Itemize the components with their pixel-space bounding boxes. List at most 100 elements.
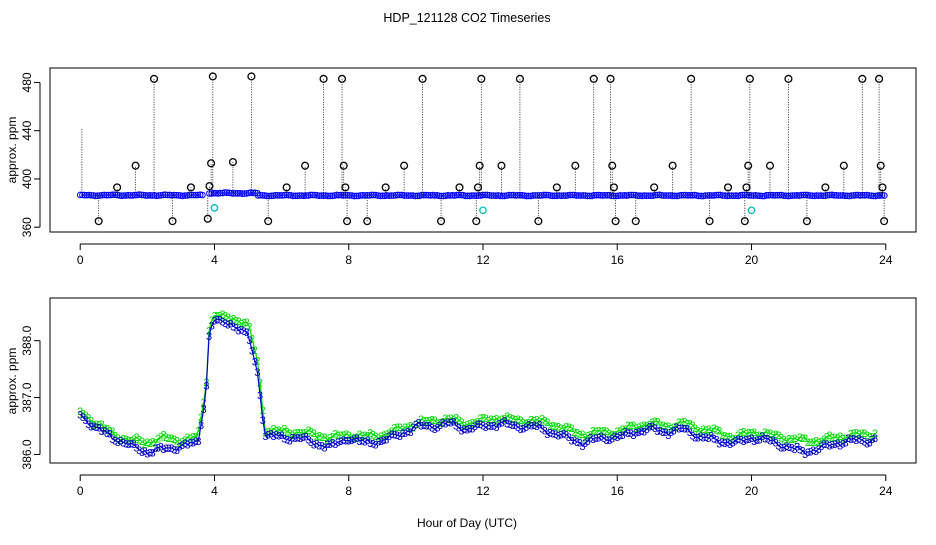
bottom-series-point-2: 2 bbox=[861, 428, 867, 440]
top-x-tick-label: 12 bbox=[476, 253, 490, 267]
bottom-series-point-3: 3 bbox=[480, 421, 486, 433]
top-baseline-point bbox=[320, 192, 327, 199]
bottom-series-point-3: 3 bbox=[324, 439, 330, 451]
bottom-series-point-3: 3 bbox=[356, 436, 362, 448]
top-baseline-point bbox=[756, 192, 764, 200]
bottom-series-point-3: 3 bbox=[775, 441, 781, 453]
top-baseline-point bbox=[647, 192, 655, 199]
bottom-series-point-2: 2 bbox=[598, 426, 604, 438]
bottom-series-point-2: 2 bbox=[660, 420, 666, 432]
bottom-series-point-2: 2 bbox=[305, 425, 311, 437]
bottom-series-point-2: 2 bbox=[472, 418, 478, 430]
bottom-series-point-3: 3 bbox=[340, 435, 346, 447]
bottom-series-point-2: 2 bbox=[864, 430, 870, 442]
bottom-series-point-3: 3 bbox=[797, 444, 803, 456]
bottom-series-point-3: 3 bbox=[789, 442, 795, 454]
bottom-series-point-2: 2 bbox=[139, 436, 145, 448]
bottom-series-point-3: 3 bbox=[252, 356, 258, 368]
top-spike-point bbox=[878, 183, 887, 192]
top-x-tick-label: 24 bbox=[879, 253, 893, 267]
bottom-series-point-3: 3 bbox=[458, 426, 464, 438]
top-baseline-point bbox=[603, 192, 611, 199]
bottom-series-point-2: 2 bbox=[609, 430, 615, 442]
bottom-series-point-2: 2 bbox=[542, 416, 548, 428]
bottom-series-point-3: 3 bbox=[152, 443, 158, 455]
bottom-series-point-3: 3 bbox=[791, 444, 797, 456]
bottom-series-point-3: 3 bbox=[362, 437, 368, 449]
top-baseline-point bbox=[658, 192, 666, 199]
bottom-series-point-2: 2 bbox=[112, 431, 118, 443]
bottom-series-point-3: 3 bbox=[485, 420, 491, 432]
bottom-series-point-2: 2 bbox=[308, 427, 314, 439]
bottom-series-point-2: 2 bbox=[166, 433, 172, 445]
bottom-series-point-3: 3 bbox=[552, 429, 558, 441]
top-baseline-point bbox=[230, 190, 237, 197]
bottom-series-point-3: 3 bbox=[869, 434, 875, 446]
bottom-series-point-3: 3 bbox=[628, 428, 634, 440]
bottom-series-point-2: 2 bbox=[778, 433, 784, 445]
bottom-series-point-2: 2 bbox=[348, 433, 354, 445]
top-baseline-point bbox=[438, 192, 445, 200]
bottom-series-point-2: 2 bbox=[458, 417, 464, 429]
bottom-y-tick-label: 387.0 bbox=[20, 382, 34, 412]
top-baseline-point bbox=[553, 192, 561, 200]
top-baseline-point bbox=[223, 189, 231, 196]
bottom-series-point-3: 3 bbox=[786, 442, 792, 454]
bottom-series-point-2: 2 bbox=[367, 428, 373, 440]
bottom-series-point-3: 3 bbox=[499, 418, 505, 430]
bottom-series-point-3: 3 bbox=[751, 436, 757, 448]
bottom-series-point-2: 2 bbox=[391, 423, 397, 435]
top-baseline-point bbox=[525, 192, 532, 200]
bottom-series-point-2: 2 bbox=[480, 413, 486, 425]
bottom-series-point-3: 3 bbox=[182, 438, 188, 450]
bottom-series-point-2: 2 bbox=[80, 408, 86, 420]
top-baseline-point bbox=[665, 192, 672, 199]
bottom-series-point-2: 2 bbox=[668, 424, 674, 436]
bottom-series-point-3: 3 bbox=[816, 444, 822, 456]
bottom-series-point-2: 2 bbox=[211, 311, 217, 323]
bottom-series-point-3: 3 bbox=[364, 435, 370, 447]
top-spike-point bbox=[113, 183, 122, 192]
bottom-series-point-2: 2 bbox=[268, 426, 274, 438]
bottom-series-point-2: 2 bbox=[279, 426, 285, 438]
bottom-series-point-2: 2 bbox=[751, 427, 757, 439]
bottom-series-point-2: 2 bbox=[606, 429, 612, 441]
bottom-series-point-3: 3 bbox=[660, 427, 666, 439]
bottom-series-point-3: 3 bbox=[418, 420, 424, 432]
bottom-series-point-3: 3 bbox=[394, 430, 400, 442]
bottom-series-point-3: 3 bbox=[805, 447, 811, 459]
top-baseline-point bbox=[405, 192, 413, 199]
bottom-series-point-3: 3 bbox=[864, 438, 870, 450]
top-baseline-point bbox=[457, 191, 465, 199]
bottom-series-point-3: 3 bbox=[671, 426, 677, 438]
top-baseline-point bbox=[798, 191, 805, 199]
bottom-series-point-2: 2 bbox=[332, 429, 338, 441]
bottom-series-point-3: 3 bbox=[166, 443, 172, 455]
bottom-series-point-2: 2 bbox=[338, 430, 344, 442]
bottom-series-point-3: 3 bbox=[620, 430, 626, 442]
bottom-series-point-3: 3 bbox=[630, 430, 636, 442]
bottom-series-point-2: 2 bbox=[767, 428, 773, 440]
bottom-series-point-3: 3 bbox=[555, 431, 561, 443]
top-baseline-point bbox=[497, 192, 504, 200]
bottom-series-point-2: 2 bbox=[773, 429, 779, 441]
bottom-series-point-3: 3 bbox=[383, 434, 389, 446]
bottom-series-point-3: 3 bbox=[238, 324, 244, 336]
top-baseline-point bbox=[254, 192, 262, 199]
bottom-series-point-2: 2 bbox=[625, 420, 631, 432]
bottom-series-point-3: 3 bbox=[579, 441, 585, 453]
bottom-series-point-3: 3 bbox=[684, 424, 690, 436]
bottom-series-point-3: 3 bbox=[107, 429, 113, 441]
bottom-series-point-2: 2 bbox=[837, 431, 843, 443]
bottom-series-point-3: 3 bbox=[748, 433, 754, 445]
bottom-series-point-2: 2 bbox=[791, 433, 797, 445]
bottom-series-point-2: 2 bbox=[754, 430, 760, 442]
top-baseline-point bbox=[549, 192, 556, 200]
top-baseline-point bbox=[765, 192, 772, 199]
top-baseline-point bbox=[870, 192, 877, 200]
top-spike-point bbox=[363, 217, 372, 226]
top-baseline-point bbox=[234, 190, 242, 197]
top-baseline-point bbox=[315, 192, 323, 199]
top-baseline-point bbox=[385, 192, 393, 199]
top-baseline-point bbox=[619, 192, 626, 199]
